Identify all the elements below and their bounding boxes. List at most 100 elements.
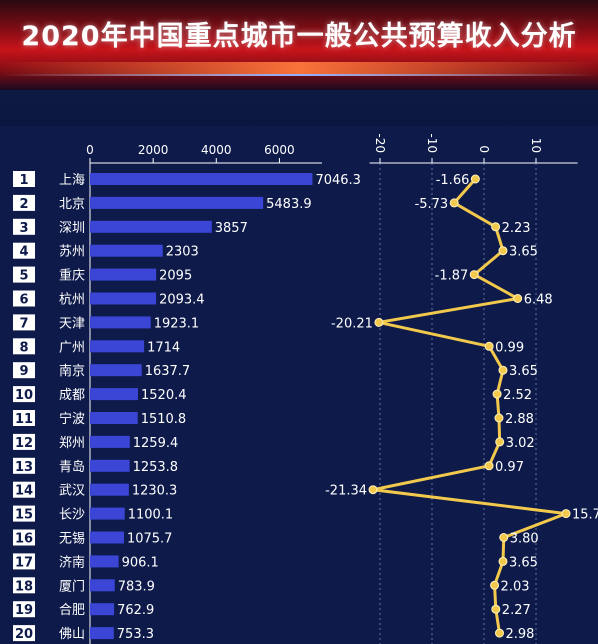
rank-badge xyxy=(13,433,35,450)
city-label: 苏州 xyxy=(59,244,85,260)
city-label: 杭州 xyxy=(59,293,85,308)
city-label: 北京 xyxy=(59,197,85,212)
revenue-bar xyxy=(90,579,115,592)
growth-value-label: 3.80 xyxy=(510,532,539,547)
growth-point xyxy=(491,222,501,232)
city-label: 深圳 xyxy=(59,221,85,236)
growth-point xyxy=(449,198,459,208)
growth-point xyxy=(491,604,501,614)
growth-point xyxy=(469,270,479,280)
bar-x-tick-label: 0 xyxy=(86,143,94,157)
rank-number: 18 xyxy=(15,579,33,594)
revenue-bar xyxy=(90,316,151,329)
city-label: 南京 xyxy=(59,363,85,379)
revenue-value-label: 2095 xyxy=(159,269,192,284)
bar-x-tick-label: 4000 xyxy=(201,143,232,157)
growth-x-tick-label: 0 xyxy=(477,145,491,153)
growth-value-label: 3.65 xyxy=(509,245,538,260)
growth-point xyxy=(513,294,523,303)
growth-point xyxy=(499,533,509,542)
revenue-bar xyxy=(90,412,138,424)
growth-x-tick-label: -10 xyxy=(425,133,439,153)
rank-badge xyxy=(13,242,35,259)
bar-x-tick-label: 2000 xyxy=(138,143,169,157)
revenue-bar xyxy=(90,603,115,616)
growth-value-label: 3.65 xyxy=(509,364,538,379)
growth-point xyxy=(484,341,494,351)
growth-point xyxy=(498,246,508,256)
growth-value-label: 2.52 xyxy=(503,388,532,403)
growth-point xyxy=(494,628,504,638)
city-label: 郑州 xyxy=(59,436,85,451)
rank-number: 14 xyxy=(15,484,33,499)
revenue-value-label: 1230.3 xyxy=(132,484,178,499)
revenue-value-label: 1637.7 xyxy=(145,364,191,379)
rank-badge xyxy=(13,218,35,235)
revenue-value-label: 762.9 xyxy=(117,603,154,618)
rank-badge xyxy=(13,338,35,355)
city-label: 成都 xyxy=(59,388,85,403)
rank-number: 7 xyxy=(19,316,28,331)
revenue-value-label: 1520.4 xyxy=(141,388,187,403)
growth-value-label: 3.65 xyxy=(509,555,538,570)
revenue-value-label: 1714 xyxy=(147,340,180,355)
rank-badge xyxy=(13,410,35,426)
revenue-value-label: 783.9 xyxy=(118,579,155,594)
city-label: 无锡 xyxy=(59,532,85,547)
revenue-bar xyxy=(90,196,264,209)
revenue-value-label: 1923.1 xyxy=(154,316,200,331)
city-label: 宁波 xyxy=(59,411,85,427)
revenue-value-label: 1075.7 xyxy=(127,532,173,547)
rank-number: 17 xyxy=(15,555,33,570)
revenue-bar xyxy=(90,435,130,448)
revenue-bar xyxy=(90,220,212,233)
rank-badge xyxy=(13,529,35,546)
rank-number: 8 xyxy=(19,340,28,355)
growth-point xyxy=(498,365,508,375)
growth-point xyxy=(498,556,508,566)
city-label: 青岛 xyxy=(59,459,85,475)
rank-number: 15 xyxy=(15,508,33,523)
revenue-bar xyxy=(90,555,119,568)
growth-value-label: 6.48 xyxy=(524,293,553,308)
growth-value-label: 3.02 xyxy=(506,436,535,451)
city-label: 广州 xyxy=(59,340,85,355)
revenue-bar xyxy=(90,244,163,257)
rank-badge xyxy=(13,194,35,211)
rank-number: 11 xyxy=(15,412,33,427)
revenue-bar xyxy=(90,173,313,185)
growth-x-tick-label: 10 xyxy=(529,138,543,153)
growth-value-label: -1.66 xyxy=(436,173,470,188)
header-band xyxy=(0,90,598,126)
rank-number: 2 xyxy=(19,197,28,212)
rank-number: 16 xyxy=(15,532,33,547)
rank-number: 19 xyxy=(15,603,33,618)
bar-x-tick-label: 6000 xyxy=(264,143,295,157)
city-label: 济南 xyxy=(59,554,85,570)
revenue-bar xyxy=(90,483,129,496)
growth-value-label: 2.03 xyxy=(501,579,530,594)
revenue-bar xyxy=(90,531,124,544)
rank-badge xyxy=(13,386,35,403)
growth-point xyxy=(490,580,500,590)
revenue-value-label: 1100.1 xyxy=(128,508,173,523)
revenue-value-label: 5483.9 xyxy=(266,197,312,212)
rank-number: 4 xyxy=(19,245,28,260)
growth-value-label: 2.88 xyxy=(505,412,534,427)
revenue-bar xyxy=(90,388,139,401)
rank-number: 9 xyxy=(19,364,28,379)
rank-badge xyxy=(13,553,35,570)
revenue-value-label: 1510.8 xyxy=(141,412,187,427)
rank-number: 1 xyxy=(19,173,28,188)
growth-value-label: 2.98 xyxy=(505,627,534,642)
city-label: 厦门 xyxy=(59,579,85,594)
city-label: 重庆 xyxy=(59,268,85,284)
revenue-bar xyxy=(90,340,145,353)
revenue-bar xyxy=(90,268,157,281)
banner-glow xyxy=(0,62,598,76)
rank-badge xyxy=(13,505,35,522)
growth-value-label: 0.97 xyxy=(495,460,524,475)
revenue-value-label: 906.1 xyxy=(122,555,159,570)
city-label: 合肥 xyxy=(59,603,85,618)
